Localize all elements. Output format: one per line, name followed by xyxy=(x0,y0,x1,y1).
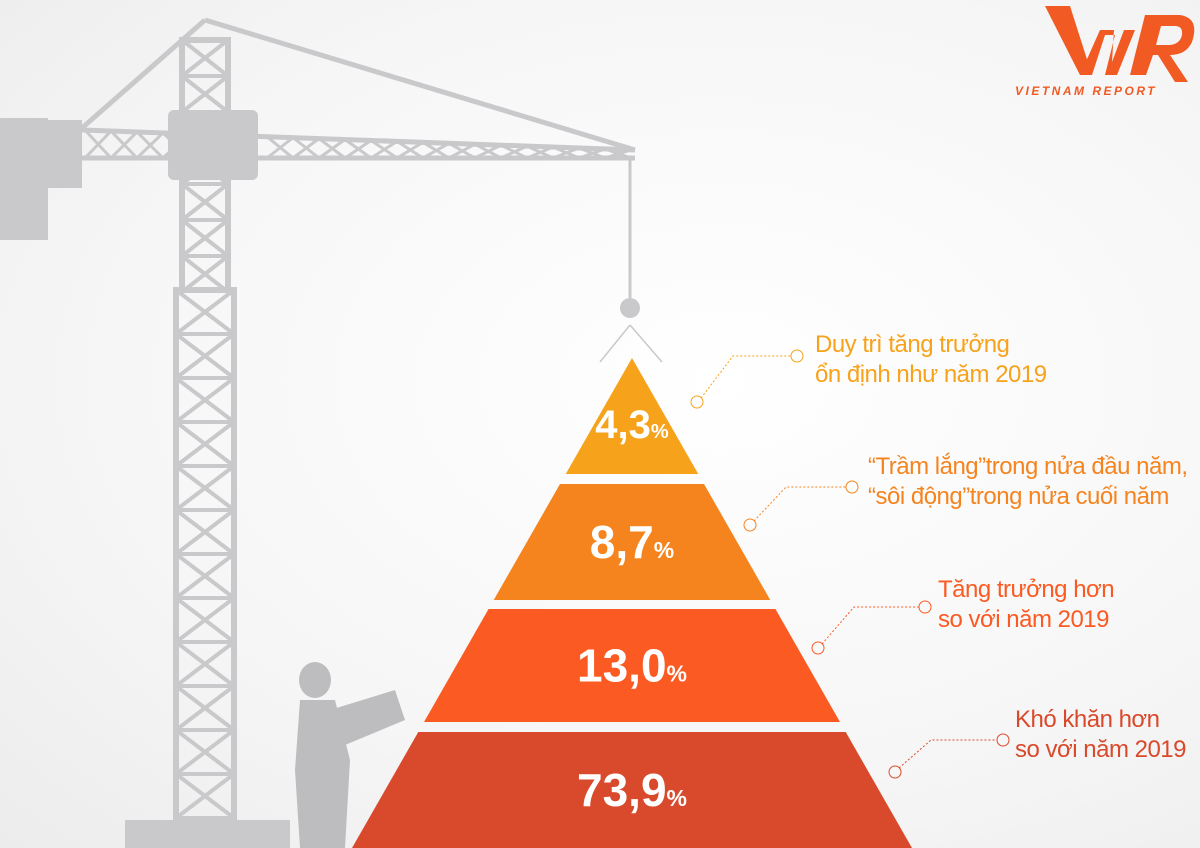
tier-description-line: so với năm 2019 xyxy=(1015,736,1187,763)
tier-value: 13,0 xyxy=(577,640,667,692)
tier-description-line: so với năm 2019 xyxy=(938,606,1110,633)
tier-description: Tăng trưởng hơn so với năm 2019 xyxy=(938,575,1115,635)
tier-description-line: “sôi động”trong nửa cuối năm xyxy=(868,483,1169,510)
crane-illustration xyxy=(0,17,663,848)
tier-description-line: Tăng trưởng hơn xyxy=(938,576,1115,603)
vnr-logo-icon xyxy=(1045,6,1195,82)
pyramid-tier-shape xyxy=(424,609,840,722)
pyramid-chart: 4,3%8,7%13,0%73,9% xyxy=(352,358,912,848)
tier-value-label: 13,0% xyxy=(577,640,687,692)
tier-description-line: ổn định như năm 2019 xyxy=(815,361,1047,388)
tier-value-label: 73,9% xyxy=(577,764,687,816)
percent-sign: % xyxy=(654,537,674,563)
pyramid-tier-shape xyxy=(493,484,771,600)
pyramid-tier-shape xyxy=(565,358,699,474)
connector xyxy=(743,480,859,532)
pyramid-tier-shape xyxy=(352,732,912,848)
pyramid-tier: 73,9% xyxy=(352,732,912,848)
connector xyxy=(888,733,1010,779)
tier-description: Khó khăn hơn so với năm 2019 xyxy=(1015,705,1187,765)
connector xyxy=(690,349,804,409)
tier-value-label: 4,3% xyxy=(595,403,669,447)
pyramid-tier: 8,7% xyxy=(493,484,771,600)
tier-value: 8,7 xyxy=(590,516,654,568)
tier-description-line: Duy trì tăng trưởng xyxy=(815,331,1010,358)
tier-description-line: Khó khăn hơn xyxy=(1015,706,1160,733)
pyramid-tier: 4,3% xyxy=(565,358,699,474)
tier-description: “Trầm lắng”trong nửa đầu năm, “sôi động”t… xyxy=(868,452,1188,512)
tier-value-label: 8,7% xyxy=(590,516,674,568)
pyramid-tier: 13,0% xyxy=(424,609,840,722)
percent-sign: % xyxy=(667,785,687,811)
worker-silhouette-icon xyxy=(295,662,405,848)
percent-sign: % xyxy=(667,661,687,687)
percent-sign: % xyxy=(651,421,669,443)
connector xyxy=(811,600,932,655)
brand-name: VIETNAM REPORT xyxy=(1015,84,1158,98)
tier-value: 73,9 xyxy=(577,764,667,816)
tier-description: Duy trì tăng trưởng ổn định như năm 2019 xyxy=(815,330,1047,390)
label-connectors xyxy=(690,349,1010,779)
tier-value: 4,3 xyxy=(595,403,651,447)
tier-description-line: “Trầm lắng”trong nửa đầu năm, xyxy=(868,453,1188,480)
